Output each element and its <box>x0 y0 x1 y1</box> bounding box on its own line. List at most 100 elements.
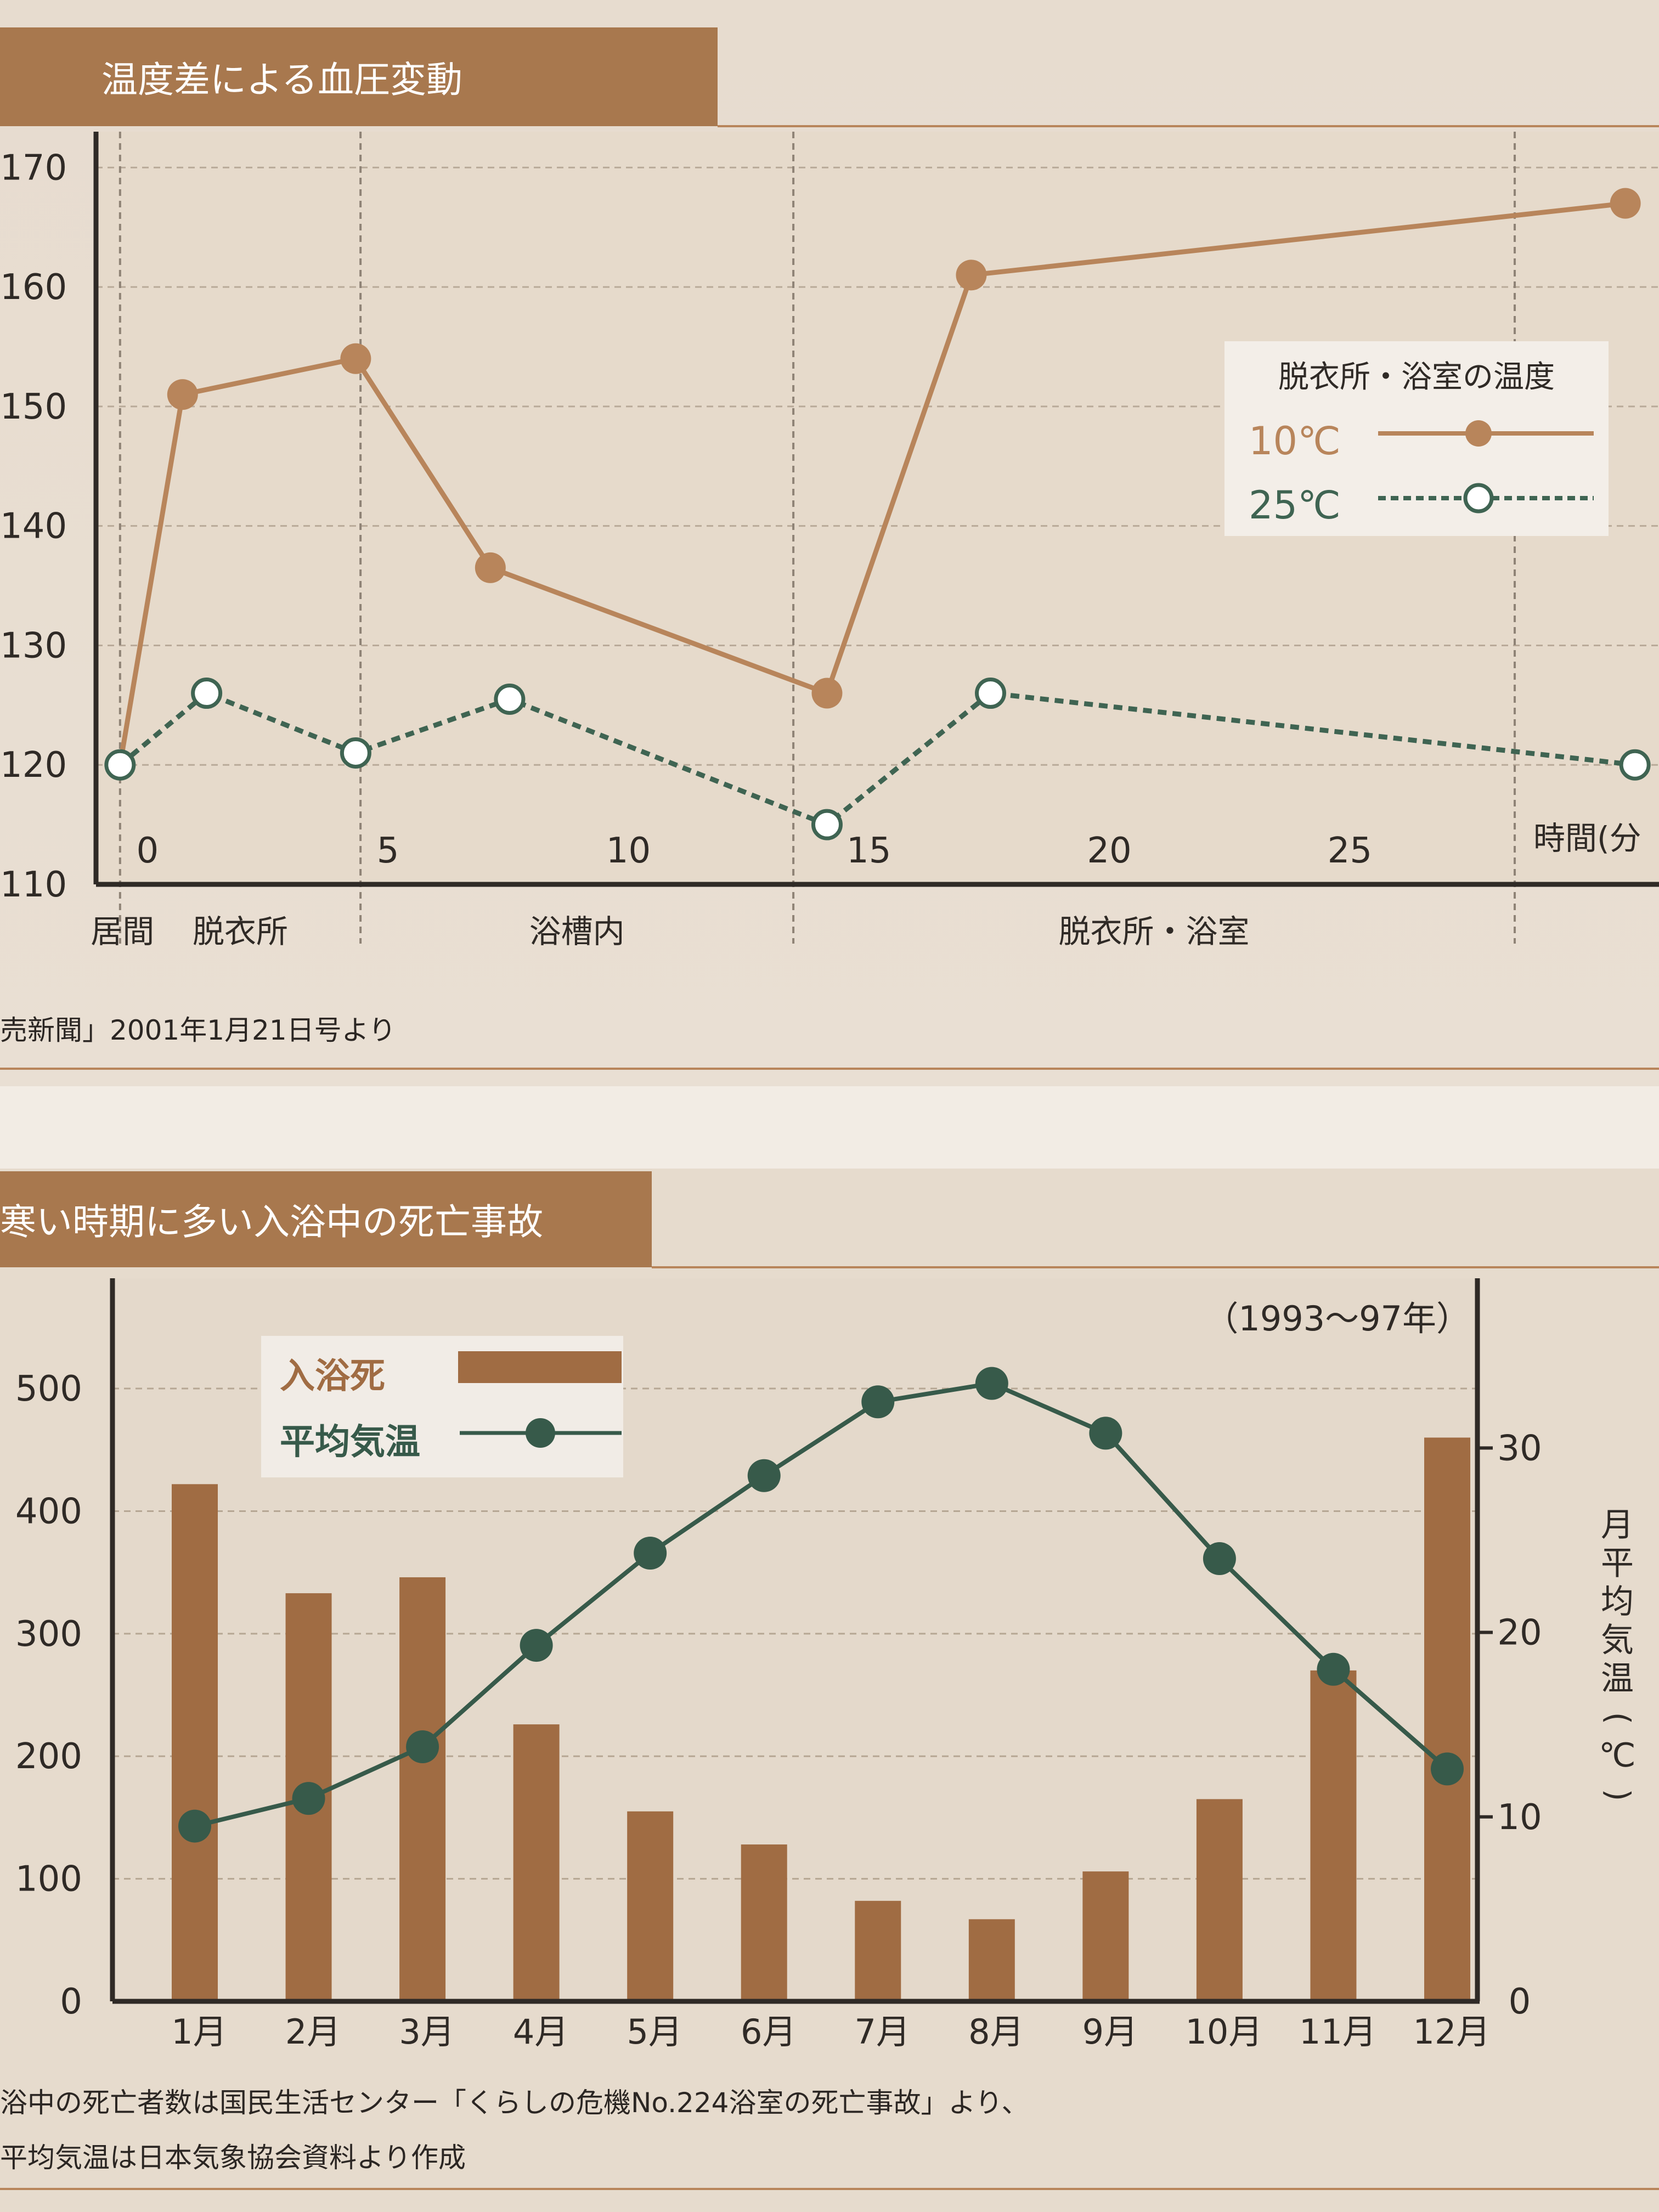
chart2-bar-12月 <box>1424 1437 1470 2001</box>
chart2-bar-6月 <box>741 1844 787 2001</box>
legend-item-10c-label: 10℃ <box>1249 419 1341 464</box>
chart1-point-25c <box>191 678 223 709</box>
chart2-temperature-point <box>1089 1417 1122 1450</box>
chart2-y-tick-label: 0 <box>60 1982 82 2022</box>
chart1-x-tick-label: 20 <box>1087 831 1131 871</box>
chart1-x-tick-label: 0 <box>136 831 159 871</box>
chart1-phase-label: 浴槽内 <box>529 913 625 950</box>
legend-item-25c-marker <box>1463 483 1494 514</box>
chart2-bar-9月 <box>1082 1871 1129 2001</box>
chart1-y-tick-label: 110 <box>0 865 67 905</box>
chart2-y-tick-label: 200 <box>15 1736 82 1777</box>
chart2-temperature-point <box>861 1385 895 1419</box>
chart2-temperature-point <box>1203 1542 1236 1576</box>
chart1-y-tick-label: 140 <box>0 506 67 547</box>
chart1-point-10c <box>475 552 506 583</box>
chart1-y-tick-label: 130 <box>0 625 67 666</box>
chart1-title-bar <box>0 27 718 126</box>
chart2-y2-tick-label: 20 <box>1497 1613 1542 1654</box>
legend-item-deaths-label: 入浴死 <box>280 1356 385 1397</box>
chart2-bar-10月 <box>1196 1799 1243 2001</box>
chart1-x-label: 時間(分 <box>1533 820 1641 857</box>
chart2-x-tick-label: 3月 <box>399 2012 454 2052</box>
chart1-y-tick-label: 120 <box>0 745 67 786</box>
chart1-x-tick-label: 10 <box>606 831 651 871</box>
chart2-source-note-line2: 平均気温は日本気象協会資料より作成 <box>0 2142 466 2174</box>
chart2-y2-label-char: ( <box>1600 1712 1637 1725</box>
chart2-legend: 入浴死 平均気温 <box>261 1336 623 1477</box>
chart2-temperature-point <box>406 1730 439 1764</box>
chart2-y2-label-char: 月 <box>1601 1506 1634 1544</box>
chart1-point-25c <box>104 749 136 781</box>
chart2-y2-label-char: 平 <box>1601 1544 1634 1583</box>
chart2-x-tick-label: 6月 <box>741 2012 796 2052</box>
legend-item-temp-label: 平均気温 <box>280 1422 420 1463</box>
chart2-y-tick-label: 100 <box>15 1859 82 1900</box>
chart2-temperature-point <box>634 1536 667 1570</box>
chart1-point-10c <box>1610 188 1641 219</box>
chart1-y-tick-label: 150 <box>0 387 67 427</box>
chart2-y2-label-char: 気 <box>1601 1621 1634 1660</box>
chart2-y2-label-char: 温 <box>1601 1660 1634 1698</box>
chart2-x-tick-label: 7月 <box>855 2012 910 2052</box>
chart2-temperature-point <box>292 1782 325 1815</box>
chart2-temperature-point <box>520 1629 553 1662</box>
chart1-x-tick-label: 15 <box>847 831 891 871</box>
chart1-phase-label: 脱衣所・浴室 <box>1059 913 1250 950</box>
chart2-y2-label-char: ) <box>1600 1789 1637 1802</box>
chart2-subtitle: （1993～97年） <box>1204 1299 1470 1339</box>
chart2-x-tick-label: 2月 <box>285 2012 341 2052</box>
chart2-bar-4月 <box>513 1724 560 2001</box>
chart1-x-tick-label: 25 <box>1328 831 1372 871</box>
chart2-title-bar <box>0 1171 652 1267</box>
chart1-legend-title: 脱衣所・浴室の温度 <box>1278 359 1555 395</box>
chart2-bar-7月 <box>855 1900 901 2001</box>
chart2-temperature-point <box>178 1809 211 1843</box>
chart-blood-pressure: 温度差による血圧変動 110 120 130 140 150 160 170 0 5 10 15 2… <box>0 27 1659 950</box>
chart2-temperature-point <box>747 1459 781 1492</box>
chart1-phase-label: 脱衣所 <box>193 913 288 950</box>
chart2-y2-tick-label: 0 <box>1509 1982 1531 2022</box>
chart2-x-tick-label: 9月 <box>1082 2012 1138 2052</box>
chart2-x-tick-label: 4月 <box>513 2012 568 2052</box>
chart2-x-tick-label: 5月 <box>627 2012 682 2052</box>
chart2-x-tick-label: 8月 <box>968 2012 1024 2052</box>
chart1-point-10c <box>167 379 198 410</box>
chart2-bar-1月 <box>172 1484 218 2001</box>
chart2-temperature-point <box>1431 1752 1464 1786</box>
chart1-y-tick-label: 160 <box>0 267 67 308</box>
chart1-y-tick-label: 170 <box>0 148 67 188</box>
chart1-legend: 脱衣所・浴室の温度 10℃ 25℃ <box>1224 341 1609 536</box>
gap-strip <box>0 1086 1659 1169</box>
chart1-source-note: 売新聞」2001年1月21日号より <box>0 1014 396 1046</box>
legend-item-10c-marker <box>1465 420 1492 447</box>
chart2-y2-label-char: ℃ <box>1599 1736 1635 1775</box>
chart2-title: 寒い時期に多い入浴中の死亡事故 <box>0 1201 543 1243</box>
chart1-point-25c <box>1619 749 1651 781</box>
legend-item-deaths-swatch <box>458 1351 622 1383</box>
chart1-title: 温度差による血圧変動 <box>101 59 462 101</box>
chart1-x-tick-label: 5 <box>377 831 399 871</box>
chart2-x-tick-label: 1月 <box>171 2012 227 2052</box>
chart1-phase-label: 居間 <box>91 913 154 950</box>
chart2-bar-5月 <box>627 1811 674 2001</box>
chart2-bar-11月 <box>1310 1670 1357 2001</box>
chart2-source-note-line1: 浴中の死亡者数は国民生活センター「くらしの危機No.224浴室の死亡事故」より、 <box>0 2087 1029 2119</box>
chart1-point-10c <box>811 678 843 709</box>
chart2-temperature-point <box>975 1367 1008 1400</box>
chart2-bar-3月 <box>399 1577 446 2001</box>
chart2-x-tick-label: 11月 <box>1299 2012 1376 2052</box>
chart2-x-tick-label: 10月 <box>1185 2012 1262 2052</box>
chart-bath-deaths: 寒い時期に多い入浴中の死亡事故 0 100 200 300 400 500 0 10 20 30… <box>0 1171 1659 2052</box>
chart2-bar-8月 <box>968 1919 1015 2001</box>
chart1-point-10c <box>956 259 987 291</box>
chart1-point-10c <box>340 343 371 374</box>
chart2-y-tick-label: 400 <box>15 1491 82 1532</box>
chart2-y2-label-char: 均 <box>1601 1583 1634 1621</box>
legend-item-25c-label: 25℃ <box>1249 483 1341 528</box>
chart1-point-25c <box>811 809 843 840</box>
legend-item-temp-marker <box>526 1418 555 1448</box>
